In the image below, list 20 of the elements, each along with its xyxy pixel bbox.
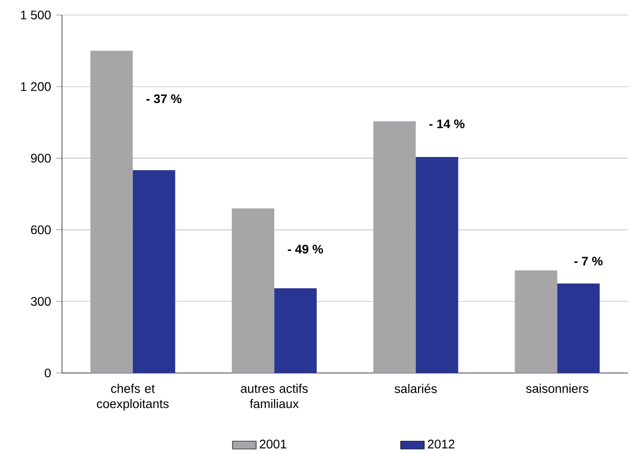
legend-label: 2001 <box>260 440 286 448</box>
annotation: - 49 % <box>288 244 324 254</box>
bar <box>416 157 458 373</box>
annotation: - 14 % <box>429 119 465 128</box>
bar <box>274 288 317 373</box>
legend-label: 2012 <box>428 440 454 448</box>
x-tick-label: salariés <box>394 384 437 394</box>
x-tick-label: chefs et coexploitants <box>96 384 169 411</box>
y-tick-label: 900 <box>31 154 51 163</box>
bar <box>557 284 600 373</box>
bar <box>132 170 176 373</box>
y-tick-label: 600 <box>31 225 51 234</box>
y-tick-label: 1 500 <box>20 10 51 20</box>
x-tick-label: saisonniers <box>526 384 588 393</box>
x-tick-label: autres actifs familiaux <box>240 384 308 408</box>
y-tick-label: 0 <box>44 368 51 378</box>
annotation: - 37 % <box>146 94 182 104</box>
annotation: - 7 % <box>574 256 603 266</box>
y-tick-label: 300 <box>30 296 51 306</box>
y-tick-label: 1 200 <box>20 82 51 92</box>
